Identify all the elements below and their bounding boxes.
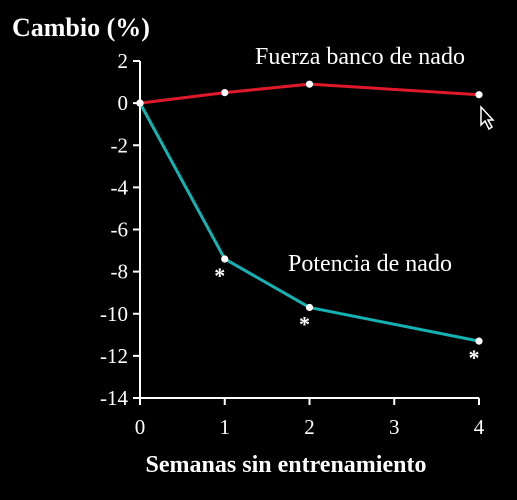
y-tick-label: -6 bbox=[111, 218, 129, 242]
y-tick-label: -2 bbox=[111, 133, 129, 157]
y-tick-label: -4 bbox=[111, 175, 129, 199]
series-layer: Fuerza banco de nado * * * Potencia de nado bbox=[136, 44, 483, 370]
data-point bbox=[475, 91, 483, 99]
y-axis-title: Cambio (%) bbox=[12, 13, 150, 42]
significance-star: * bbox=[214, 263, 225, 288]
data-point bbox=[221, 88, 229, 97]
x-tick-label: 0 bbox=[135, 415, 146, 439]
y-tick-label: -14 bbox=[100, 386, 128, 410]
y-tick-label: -12 bbox=[100, 344, 128, 368]
x-axis-title: Semanas sin entrenamiento bbox=[146, 452, 427, 478]
x-tick-label: 1 bbox=[220, 415, 231, 439]
series-line bbox=[138, 102, 480, 343]
y-tick-label: -8 bbox=[111, 260, 129, 284]
series-line bbox=[139, 82, 480, 105]
y-tick-label: 2 bbox=[118, 49, 129, 73]
axes: 2 0 -2 -4 -6 -8 -10 -12 -14 0 1 2 3 4 bbox=[100, 49, 485, 439]
data-point bbox=[305, 303, 314, 312]
data-point bbox=[221, 255, 229, 263]
series-label: Potencia de nado bbox=[288, 251, 452, 277]
x-tick-label: 4 bbox=[474, 415, 485, 439]
series-group: Fuerza banco de nado bbox=[136, 44, 483, 107]
y-tick-label: 0 bbox=[118, 91, 129, 115]
y-tick-label: -10 bbox=[100, 302, 128, 326]
significance-star: * bbox=[299, 311, 310, 336]
series-label: Fuerza banco de nado bbox=[255, 44, 465, 70]
x-tick-label: 3 bbox=[389, 415, 400, 439]
data-point bbox=[475, 337, 483, 345]
data-point bbox=[305, 80, 314, 88]
significance-star: * bbox=[469, 345, 480, 370]
data-point bbox=[136, 99, 144, 107]
x-tick-label: 2 bbox=[304, 415, 315, 439]
series-group: * * * Potencia de nado bbox=[136, 99, 483, 370]
mouse-cursor-icon bbox=[480, 105, 495, 131]
